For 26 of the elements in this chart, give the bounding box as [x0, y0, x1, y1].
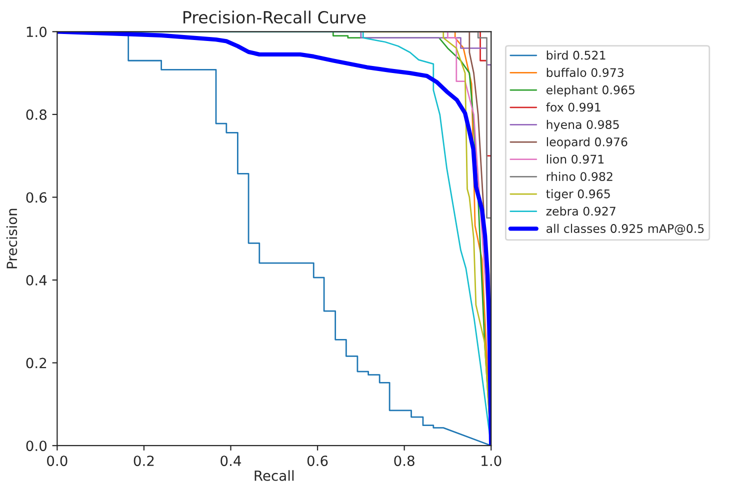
- legend-label: rhino 0.982: [546, 172, 612, 181]
- x-tick-label: 0.0: [47, 456, 68, 466]
- x-tick-label: 0.4: [220, 456, 242, 466]
- x-tick-label: 0.8: [394, 456, 414, 466]
- legend-label: bird 0.521: [546, 50, 606, 60]
- y-tick-label: 0.2: [26, 358, 46, 368]
- y-tick-label: 0.4: [26, 274, 47, 286]
- y-tick-label: 0.6: [26, 192, 47, 203]
- y-tick-label: 0.0: [26, 440, 47, 452]
- legend-label: fox 0.991: [546, 102, 600, 112]
- y-tick-label: 1.0: [26, 26, 47, 38]
- x-tick-label: 1.0: [482, 456, 502, 466]
- legend-label: leopard 0.976: [546, 137, 628, 149]
- legend-label: zebra 0.927: [546, 206, 616, 216]
- legend-label: all classes 0.925 mAP@0.5: [546, 224, 704, 235]
- legend-label: tiger 0.965: [546, 189, 610, 201]
- x-tick-label: 0.2: [134, 456, 154, 466]
- legend-label: buffalo 0.973: [546, 68, 624, 78]
- x-axis-title: Recall: [254, 470, 294, 481]
- legend-label: elephant 0.965: [546, 85, 634, 97]
- y-axis-title: Precision: [6, 208, 18, 268]
- legend-label: hyena 0.985: [546, 120, 619, 132]
- legend-label: lion 0.971: [546, 154, 604, 164]
- y-tick-label: 0.8: [26, 109, 46, 120]
- x-tick-label: 0.6: [307, 456, 328, 466]
- chart-title: Precision-Recall Curve: [183, 10, 366, 24]
